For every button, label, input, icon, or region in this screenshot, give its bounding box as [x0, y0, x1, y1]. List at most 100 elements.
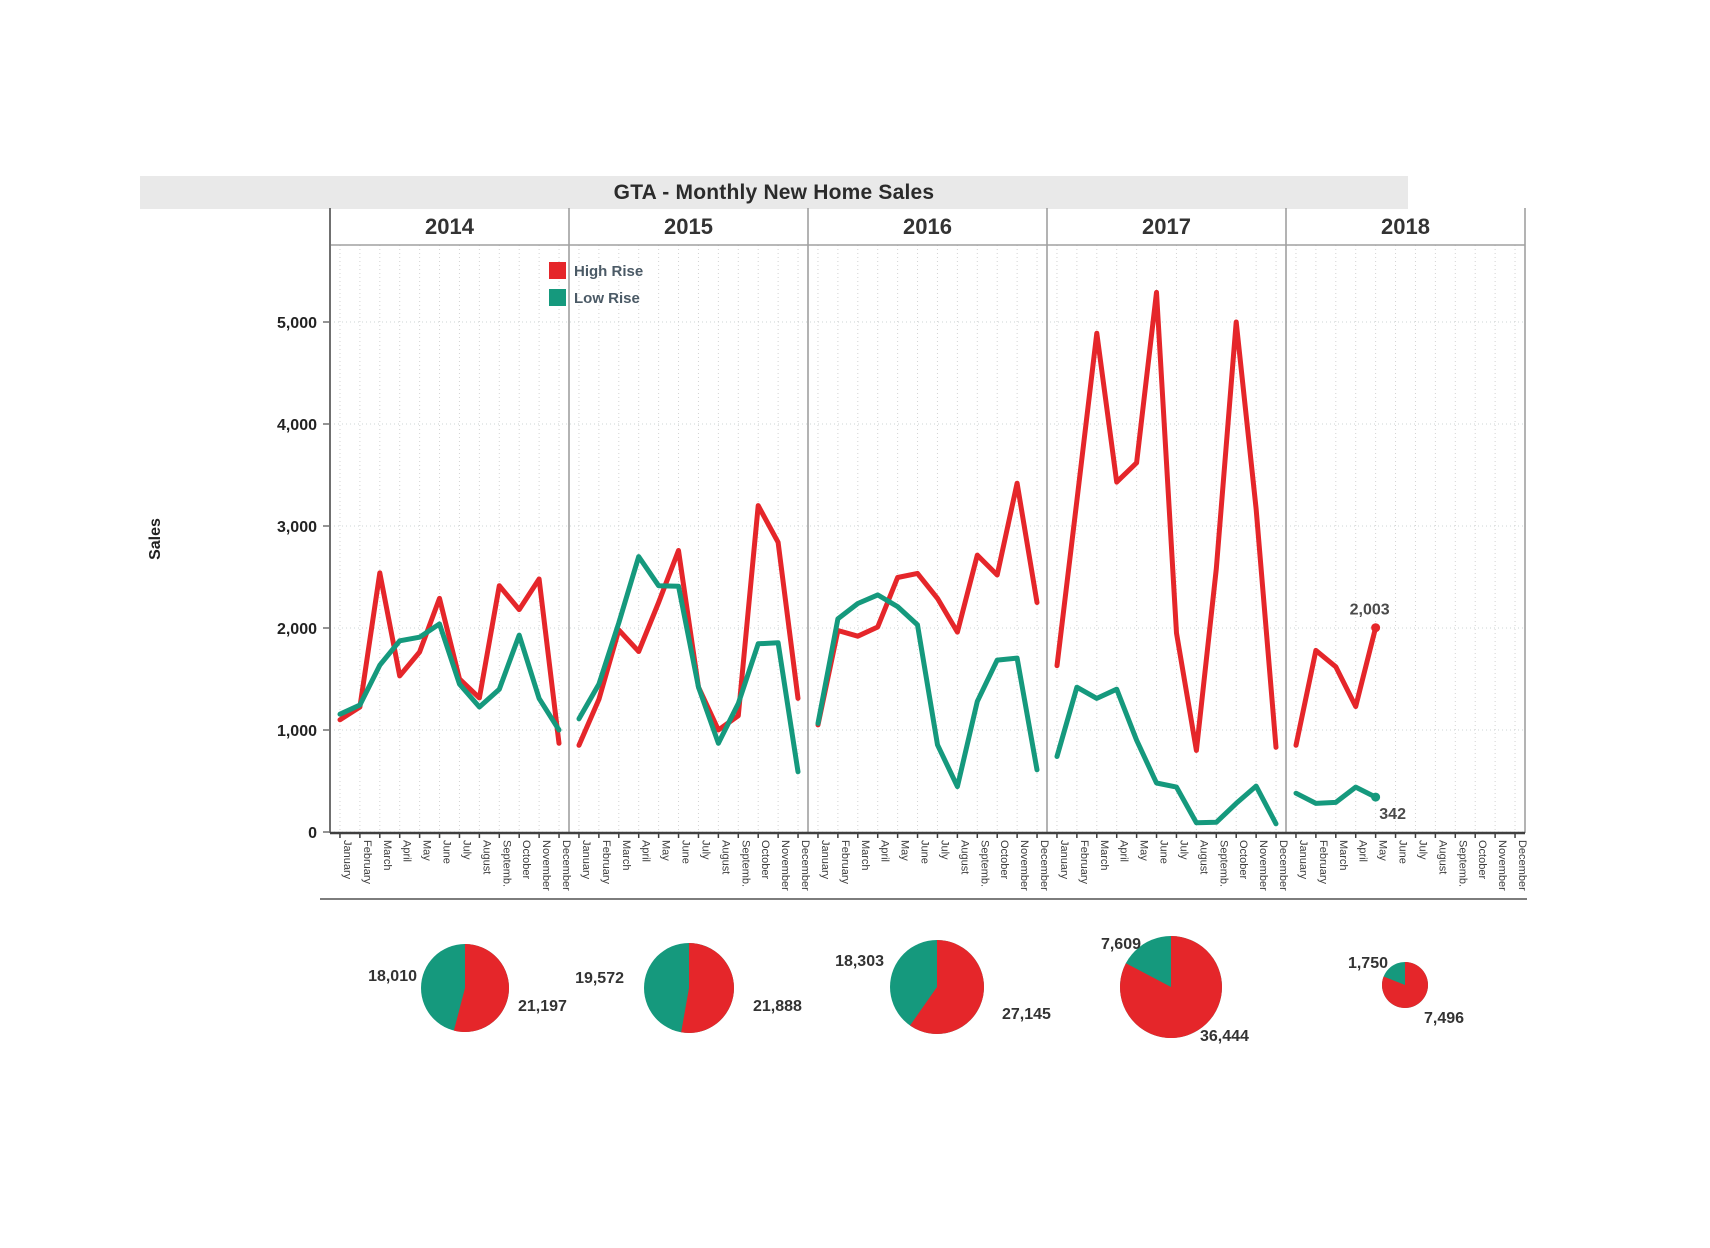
month-tick-label: Septemb.	[739, 840, 751, 887]
y-tick-label: 0	[308, 825, 317, 842]
month-tick-label: January	[1297, 840, 1309, 880]
month-tick-label: June	[441, 840, 453, 864]
annotation-high-rise-value: 2,003	[1350, 602, 1390, 619]
month-tick-label: June	[1158, 840, 1170, 864]
line-high-rise-2018[interactable]	[1293, 625, 1379, 748]
month-tick-label: December	[799, 840, 811, 891]
pie-slice-high-rise-2015[interactable]	[681, 943, 734, 1034]
legend-swatch-low_rise	[549, 289, 566, 306]
annotation-low-rise-value: 342	[1379, 806, 1406, 823]
month-tick-label: February	[600, 840, 612, 885]
line-high-rise-2015[interactable]	[576, 503, 801, 748]
y-tick-label: 3,000	[277, 519, 317, 536]
pie-2018: 1,750 7,496	[1348, 955, 1464, 1027]
pie-low-rise-total-label: 7,609	[1101, 936, 1141, 953]
legend-item-high-rise[interactable]: High Rise	[549, 262, 643, 280]
month-tick-label: March	[1337, 840, 1349, 871]
month-tick-label: April	[640, 840, 652, 862]
month-tick-label: January	[580, 840, 592, 880]
month-tick-label: November	[1018, 840, 1030, 891]
month-tick-label: Septemb.	[978, 840, 990, 887]
y-tick-label: 5,000	[277, 315, 317, 332]
month-tick-label: April	[1357, 840, 1369, 862]
month-tick-label: June	[680, 840, 692, 864]
month-tick-label: January	[341, 840, 353, 880]
line-low-rise-2015[interactable]	[576, 554, 801, 775]
line-high-rise-2017[interactable]	[1054, 289, 1279, 753]
month-tick-label: February	[1078, 840, 1090, 885]
line-low-rise-2016[interactable]	[815, 592, 1040, 790]
pie-2015: 19,572 21,888	[575, 943, 802, 1034]
legend-item-low-rise[interactable]: Low Rise	[549, 289, 640, 307]
pie-low-rise-total-label: 18,010	[368, 968, 417, 985]
pie-slice-high-rise-2014[interactable]	[453, 944, 510, 1032]
legend-label: High Rise	[574, 263, 643, 280]
month-tick-label: Septemb.	[1217, 840, 1229, 887]
year-label: 2015	[664, 214, 713, 239]
line-low-rise-2018[interactable]	[1293, 784, 1379, 806]
month-tick-label: January	[1058, 840, 1070, 880]
pie-2017: 7,609 36,444	[1101, 936, 1249, 1045]
month-tick-label: June	[1397, 840, 1409, 864]
month-tick-label: May	[421, 840, 433, 861]
y-tick-label: 1,000	[277, 723, 317, 740]
month-tick-label: August	[958, 840, 970, 874]
month-tick-label: March	[1098, 840, 1110, 871]
month-tick-label: July	[1416, 840, 1428, 860]
pie-low-rise-total-label: 1,750	[1348, 955, 1388, 972]
month-tick-label: February	[1317, 840, 1329, 885]
line-high-rise-2014[interactable]	[337, 570, 562, 746]
month-tick-label: July	[1177, 840, 1189, 860]
year-label: 2014	[425, 214, 475, 239]
year-label: 2017	[1142, 214, 1191, 239]
pie-low-rise-total-label: 18,303	[835, 953, 884, 970]
month-tick-label: August	[1197, 840, 1209, 874]
month-tick-label: May	[899, 840, 911, 861]
month-tick-label: December	[1277, 840, 1289, 891]
month-tick-label: April	[879, 840, 891, 862]
month-tick-label: Septemb.	[500, 840, 512, 887]
month-tick-label: July	[938, 840, 950, 860]
month-tick-label: March	[381, 840, 393, 871]
month-tick-label: November	[540, 840, 552, 891]
month-tick-label: February	[839, 840, 851, 885]
month-tick-label: January	[819, 840, 831, 880]
low-rise-endpoint-dot[interactable]	[1371, 792, 1381, 802]
legend-label: Low Rise	[574, 290, 640, 307]
month-tick-label: December	[1516, 840, 1528, 891]
month-tick-label: December	[560, 840, 572, 891]
pie-slice-high-rise-2018[interactable]	[1381, 962, 1428, 1009]
pie-high-rise-total-label: 21,888	[753, 998, 802, 1015]
month-tick-label: November	[1257, 840, 1269, 891]
month-tick-label: May	[1377, 840, 1389, 861]
line-high-rise-2016[interactable]	[815, 480, 1040, 728]
high-rise-endpoint-dot[interactable]	[1371, 623, 1381, 633]
month-tick-label: February	[361, 840, 373, 885]
pie-high-rise-total-label: 21,197	[518, 998, 567, 1015]
line-low-rise-2014[interactable]	[337, 621, 562, 733]
year-label: 2016	[903, 214, 952, 239]
pie-slice-high-rise-2017[interactable]	[1119, 936, 1222, 1039]
month-tick-label: June	[919, 840, 931, 864]
pie-high-rise-total-label: 27,145	[1002, 1006, 1051, 1023]
month-tick-label: August	[480, 840, 492, 874]
month-tick-label: May	[1138, 840, 1150, 861]
month-tick-label: July	[699, 840, 711, 860]
pie-high-rise-total-label: 7,496	[1424, 1010, 1464, 1027]
month-tick-label: October	[759, 840, 771, 879]
month-tick-label: April	[1118, 840, 1130, 862]
chart-title: GTA - Monthly New Home Sales	[613, 180, 935, 204]
year-label: 2018	[1381, 214, 1430, 239]
pie-2016: 18,303 27,145	[835, 940, 1051, 1035]
pie-slice-high-rise-2016[interactable]	[910, 940, 985, 1035]
month-tick-label: August	[1436, 840, 1448, 874]
chart-title-banner: GTA - Monthly New Home Sales	[140, 176, 1408, 209]
month-tick-label: October	[1237, 840, 1249, 879]
y-tick-label: 4,000	[277, 417, 317, 434]
month-tick-label: May	[660, 840, 672, 861]
pie-high-rise-total-label: 36,444	[1200, 1028, 1249, 1045]
line-low-rise-2017[interactable]	[1054, 684, 1279, 827]
y-axis-title: Sales	[147, 518, 164, 560]
month-tick-label: November	[1496, 840, 1508, 891]
